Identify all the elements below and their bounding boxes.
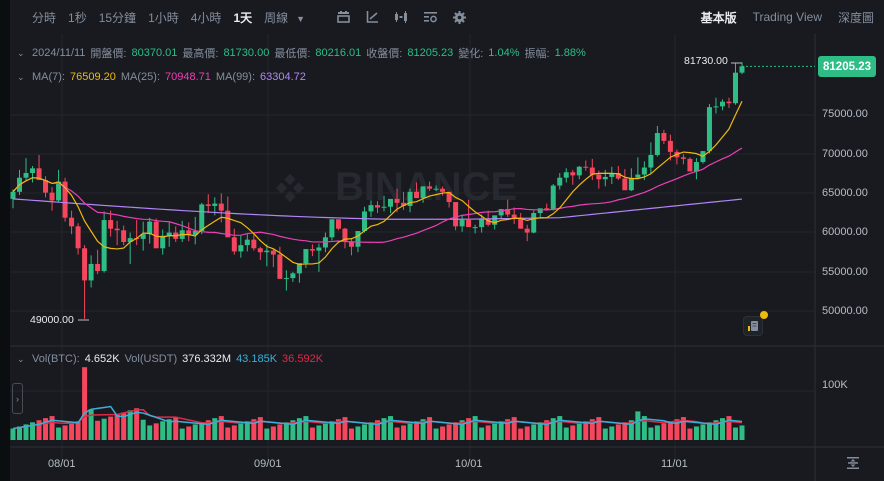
chevron-down-icon[interactable]: ⌄ [17,353,25,364]
vol-ma5-value: 43.185K [236,353,278,365]
current-price-tag: 81205.23 [818,56,876,77]
vol-usdt-value: 376.332M [182,353,232,365]
chart-settings-list-icon[interactable] [422,9,438,25]
view-switcher: 基本版 Trading View 深度圖 [701,0,874,34]
notebook-icon [748,321,758,331]
chevron-down-icon[interactable]: ⌄ [17,47,25,58]
view-depth[interactable]: 深度圖 [837,10,874,25]
high-price-marker: 81730.00 [684,55,728,67]
ma25-value: 70948.71 [165,71,211,83]
amplitude-label: 振幅: [524,48,550,60]
low-price-marker: 49000.00 [30,314,74,326]
change-value: 1.04% [488,47,520,59]
amplitude-value: 1.88% [554,47,586,59]
price-axis-label: 50000.00 [822,305,868,317]
price-axis-label: 70000.00 [822,148,868,160]
low-label: 最低價: [274,48,311,60]
vol-btc-label: Vol(BTC): [32,353,80,365]
timeframe-weekly-dropdown[interactable]: 周線 ▼ [258,9,317,26]
price-axis-label: 55000.00 [822,266,868,278]
price-axis-label: 75000.00 [822,108,868,120]
indicators-icon[interactable] [335,9,351,25]
high-value: 81730.00 [223,47,270,59]
vol-usdt-label: Vol(USDT) [124,353,178,365]
view-basic[interactable]: 基本版 [700,10,737,25]
ma99-value: 63304.72 [260,71,306,83]
chevron-right-icon: › [16,393,19,404]
timeframe-weekly-label: 周線 [264,10,289,25]
vol-btc-value: 4.652K [84,353,120,365]
notification-dot [760,311,768,319]
auto-fit-button[interactable] [846,456,860,470]
price-axis-label: 65000.00 [822,187,868,199]
open-label: 開盤價: [90,48,127,60]
close-label: 收盤價: [366,48,403,60]
candlestick-chart[interactable]: BINANCE [0,34,884,481]
timeframe-selector: 分時 1秒 15分鐘 1小時 4小時 1天 周線 ▼ [26,9,317,26]
volume-axis-label: 100K [822,379,848,391]
notes-button[interactable] [743,316,763,336]
high-label: 最高價: [182,48,219,60]
gear-icon[interactable] [451,9,467,25]
close-value: 81205.23 [407,47,454,59]
draw-line-icon[interactable] [364,9,380,25]
volume-legend: ⌄ Vol(BTC): 4.652K Vol(USDT) 376.332M 43.1… [17,353,323,365]
ma25-label: MA(25): [120,71,161,83]
caret-down-icon: ▼ [296,13,306,24]
timeframe-15m[interactable]: 15分鐘 [98,10,137,25]
ohlc-date: 2024/11/11 [32,47,86,59]
left-edge [0,0,10,481]
chart-tools [335,9,467,25]
time-axis-label: 10/01 [455,458,483,470]
open-value: 80370.01 [131,47,178,59]
ma-legend: ⌄ MA(7): 76509.20 MA(25): 70948.71 MA(99):… [17,71,306,83]
price-axis-label: 60000.00 [822,226,868,238]
toolbar: 分時 1秒 15分鐘 1小時 4小時 1天 周線 ▼ [10,0,884,34]
ma7-value: 76509.20 [70,71,116,83]
change-label: 變化: [458,48,484,60]
ohlc-legend: ⌄ 2024/11/11 開盤價: 80370.01 最高價: 81730.00 最… [17,45,586,61]
ma7-label: MA(7): [32,71,65,83]
vol-ma10-value: 36.592K [282,353,324,365]
view-tradingview[interactable]: Trading View [752,10,822,24]
expand-panel-button[interactable]: › [12,383,23,414]
ma99-label: MA(99): [215,71,256,83]
chevron-down-icon[interactable]: ⌄ [17,71,25,82]
svg-text:BINANCE: BINANCE [335,165,517,209]
time-axis-label: 08/01 [48,458,76,470]
timeframe-1d[interactable]: 1天 [233,10,253,25]
time-axis-label: 09/01 [254,458,282,470]
low-value: 80216.01 [315,47,362,59]
time-axis-label: 11/01 [661,458,688,470]
fit-screen-icon [847,457,859,469]
timeframe-tick[interactable]: 分時 [32,10,57,25]
candlestick-type-icon[interactable] [393,9,409,25]
timeframe-4h[interactable]: 4小時 [190,10,222,25]
timeframe-1s[interactable]: 1秒 [68,10,87,25]
timeframe-1h[interactable]: 1小時 [148,10,179,25]
